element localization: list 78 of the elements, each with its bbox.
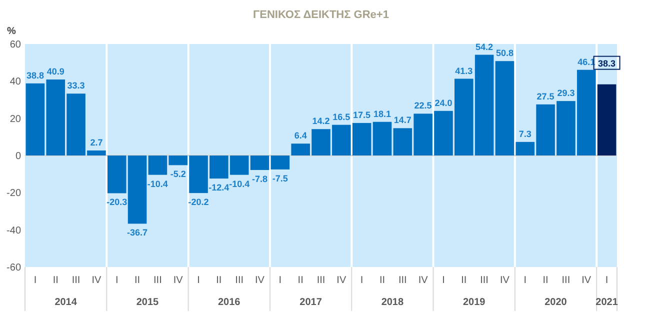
data-label: 38.3 [598,58,616,68]
bar [372,122,392,156]
y-tick-label: 0 [15,151,22,162]
x-tick-label: II [461,275,467,286]
text: 2021 [596,297,618,308]
x-tick-label: IV [582,275,592,286]
bar [270,156,290,170]
y-tick-label: 60 [10,40,22,50]
x-tick-label: II [298,275,304,286]
data-label: 33.3 [67,80,85,91]
x-tick-label: II [52,275,58,286]
y-axis-title: % [7,26,16,37]
x-tick-label: I [524,275,527,286]
text: 2018 [381,297,404,308]
data-label: 22.5 [414,100,432,111]
data-label: 2.7 [90,137,103,148]
x-tick-label: I [605,275,608,286]
data-label: -12.4 [208,182,230,193]
data-label: 16.5 [332,112,350,122]
y-tick-label: -60 [6,262,22,274]
x-tick-label: I [115,275,118,286]
x-tick-label: I [278,275,282,286]
text: 2015 [136,297,160,308]
y-tick-label: -20 [6,188,22,200]
x-tick-label: II [134,275,140,286]
x-tick-label: IV [500,275,510,286]
data-label: -20.3 [106,197,128,208]
x-tick-label: II [216,275,222,286]
data-label: -5.2 [170,169,186,180]
x-tick-label: IV [173,275,184,286]
x-tick-label: I [360,275,364,286]
data-label: 24.0 [434,98,452,108]
x-tick-label: I [442,275,445,286]
data-label: -10.4 [147,178,168,189]
data-label: 27.5 [536,91,554,102]
data-label: -36.7 [127,228,148,238]
x-tick-label: III [154,275,162,286]
chart-title: ΓΕΝΙΚΟΣ ΔΕΙΚΤΗΣ GRe+1 [253,9,389,21]
text: 2014 [54,297,78,308]
data-label: 50.8 [496,48,514,58]
x-tick-label: II [542,275,548,286]
bar [597,84,616,156]
y-tick-label: 40 [10,76,22,88]
data-label: 29.3 [557,88,575,98]
x-tick-label: I [197,275,200,286]
x-tick-label: IV [92,275,102,286]
x-tick-label: IV [255,275,265,286]
data-label: -7.5 [272,173,288,184]
x-tick-label: III [316,275,326,286]
y-tick-label: 20 [10,114,22,125]
x-tick-label: III [562,275,570,286]
data-label: 38.8 [26,70,44,80]
data-label: 14.2 [312,116,330,126]
text: 2016 [218,297,241,308]
x-tick-label: III [480,275,488,286]
text: 2020 [544,297,568,308]
x-tick-label: IV [336,275,346,286]
x-tick-label: II [379,275,386,286]
text: 2019 [462,297,486,308]
y-tick-label: -40 [6,225,22,236]
data-label: 7.3 [518,128,532,139]
x-tick-label: III [235,275,244,286]
data-label: 54.2 [476,42,494,52]
data-label: 14.7 [394,115,412,126]
x-tick-label: I [34,275,37,286]
x-tick-label: IV [418,275,428,286]
bar [250,156,270,170]
data-label: 18.1 [373,108,392,119]
data-label: 17.5 [353,110,371,120]
data-label: 41.3 [455,66,473,76]
data-label: 40.9 [46,66,64,76]
data-label: -7.8 [252,174,268,184]
text: 2017 [300,297,322,308]
data-label: 6.4 [294,130,307,141]
data-label: -20.2 [188,197,209,208]
x-tick-label: III [72,275,80,286]
x-tick-label: III [398,275,407,286]
data-label: -10.4 [229,178,250,189]
